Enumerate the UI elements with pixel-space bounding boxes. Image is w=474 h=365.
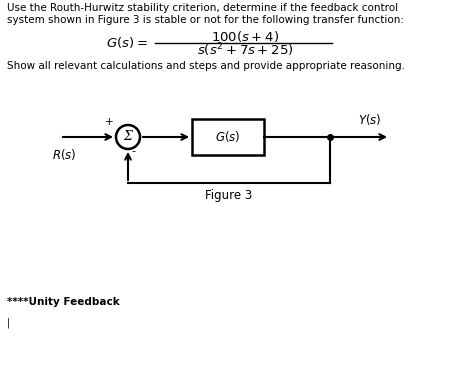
Text: $\mathit{R}(\mathit{s})$: $\mathit{R}(\mathit{s})$: [52, 147, 76, 162]
Text: Figure 3: Figure 3: [205, 189, 253, 202]
Text: $\mathit{Y}(\mathit{s})$: $\mathit{Y}(\mathit{s})$: [358, 112, 382, 127]
Text: ****Unity Feedback: ****Unity Feedback: [7, 297, 120, 307]
Text: -: -: [131, 146, 135, 156]
Text: $100(\mathit{s}+4)$: $100(\mathit{s}+4)$: [211, 28, 279, 43]
Text: Σ: Σ: [124, 130, 132, 142]
Text: |: |: [7, 317, 10, 327]
Bar: [192, 119, 264, 155]
Text: +: +: [105, 117, 114, 127]
Text: system shown in Figure 3 is stable or not for the following transfer function:: system shown in Figure 3 is stable or no…: [7, 15, 404, 25]
Text: $\mathit{G}(\mathit{s})$: $\mathit{G}(\mathit{s})$: [215, 130, 241, 145]
Text: Use the Routh-Hurwitz stability criterion, determine if the feedback control: Use the Routh-Hurwitz stability criterio…: [7, 3, 398, 13]
Text: $\mathit{s}(\mathit{s}^2+7\mathit{s}+25)$: $\mathit{s}(\mathit{s}^2+7\mathit{s}+25)…: [197, 41, 293, 59]
Text: $\mathit{G}(\mathit{s})=$: $\mathit{G}(\mathit{s})=$: [106, 35, 148, 50]
Text: Show all relevant calculations and steps and provide appropriate reasoning.: Show all relevant calculations and steps…: [7, 61, 405, 71]
